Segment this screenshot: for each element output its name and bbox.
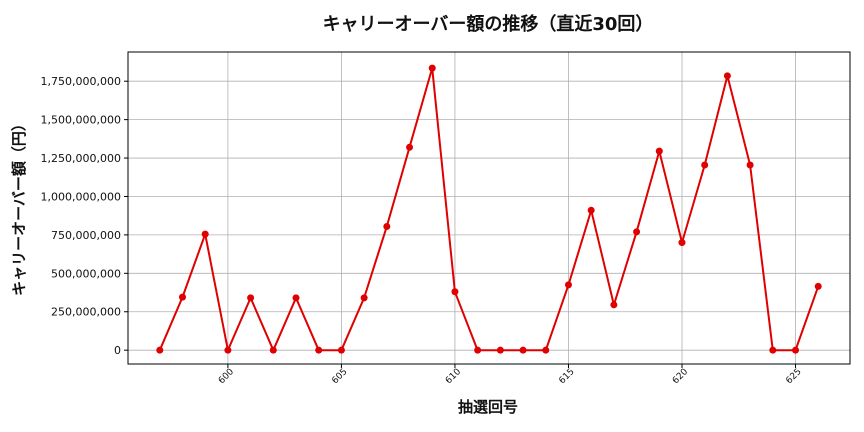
y-tick-label: 1,750,000,000 — [41, 75, 121, 88]
series-points — [156, 64, 822, 354]
x-tick-label: 610 — [444, 367, 463, 386]
grid — [128, 52, 850, 364]
data-point — [633, 228, 641, 236]
x-tick-label: 625 — [784, 367, 803, 386]
x-tick-label: 600 — [217, 367, 236, 386]
data-point — [224, 346, 232, 354]
data-point — [814, 282, 822, 290]
data-point — [292, 294, 300, 302]
data-point — [474, 346, 482, 354]
data-point — [678, 239, 686, 247]
data-point — [587, 206, 595, 214]
chart-title: キャリーオーバー額の推移（直近30回） — [323, 13, 654, 35]
data-point — [542, 346, 550, 354]
x-axis: 600 605 610 615 620 625 — [217, 364, 804, 386]
y-tick-label: 1,000,000,000 — [41, 190, 121, 203]
data-point — [564, 281, 572, 289]
data-point — [337, 346, 345, 354]
data-point — [360, 294, 368, 302]
data-point — [201, 230, 209, 238]
data-point — [496, 346, 504, 354]
data-point — [792, 346, 800, 354]
x-tick-label: 615 — [557, 367, 576, 386]
y-tick-label: 500,000,000 — [51, 267, 121, 280]
data-point — [247, 294, 255, 302]
y-axis: 0 250,000,000 500,000,000 750,000,000 1,000,… — [41, 75, 128, 357]
data-point — [610, 301, 618, 309]
y-axis-label: キャリーオーバー額（円） — [10, 116, 28, 296]
data-point — [655, 147, 663, 155]
y-tick-label: 750,000,000 — [51, 229, 121, 242]
data-point — [451, 288, 459, 296]
x-tick-label: 620 — [671, 367, 690, 386]
series-line — [158, 67, 820, 354]
data-point — [746, 161, 754, 169]
data-point — [428, 64, 436, 72]
data-point — [269, 346, 277, 354]
data-point — [701, 161, 709, 169]
data-point — [723, 72, 731, 80]
y-tick-label: 1,500,000,000 — [41, 114, 121, 127]
data-point — [156, 346, 164, 354]
y-tick-label: 250,000,000 — [51, 306, 121, 319]
data-point — [769, 346, 777, 354]
y-tick-label: 0 — [114, 344, 121, 357]
data-point — [519, 346, 527, 354]
x-tick-label: 605 — [330, 367, 349, 386]
data-point — [383, 222, 391, 230]
y-tick-label: 1,250,000,000 — [41, 152, 121, 165]
data-point — [406, 143, 414, 151]
data-point — [178, 293, 186, 301]
data-point — [315, 346, 323, 354]
x-axis-label: 抽選回号 — [458, 398, 518, 416]
plot-frame — [127, 51, 851, 365]
